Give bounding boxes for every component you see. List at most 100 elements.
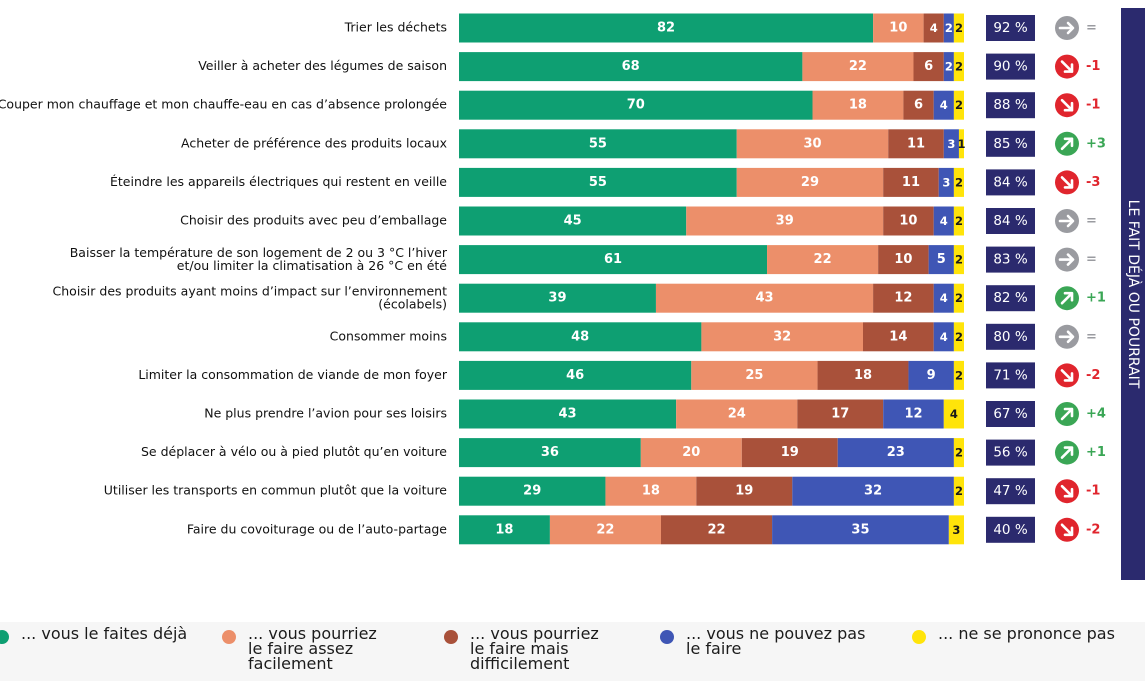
data-label: 11 [907, 136, 925, 151]
data-label: 46 [566, 368, 584, 383]
bar-segment [802, 52, 914, 82]
bar-segment [605, 476, 697, 506]
trend-label: +1 [1086, 445, 1106, 460]
legend-label: ... ne se prononce pas [938, 626, 1138, 642]
legend-label-line: ... vous pourriez [470, 624, 599, 643]
total-box [986, 323, 1035, 350]
trend-arrow-icon [1060, 369, 1074, 382]
trend-label: = [1086, 214, 1097, 229]
bar-segment [661, 515, 773, 545]
trend-label: +4 [1086, 407, 1106, 422]
total-box [986, 246, 1035, 273]
bar-segment [772, 515, 949, 545]
legend-dot-icon [660, 630, 674, 644]
data-label: 3 [952, 523, 960, 537]
data-label: 14 [889, 329, 907, 344]
total-value: 47 % [993, 483, 1027, 499]
bar-segment [459, 167, 737, 197]
bar-segment [812, 90, 904, 120]
total-box [986, 53, 1035, 80]
data-label: 20 [682, 445, 700, 460]
data-label: 32 [864, 484, 882, 499]
trend-label: = [1086, 21, 1097, 36]
bar-segment [928, 245, 954, 275]
data-label: 10 [899, 214, 917, 229]
bar-segment [459, 438, 641, 468]
trend-label: = [1086, 329, 1097, 344]
data-label: 61 [604, 252, 622, 267]
total-box [986, 478, 1035, 505]
bar-segment [817, 360, 909, 390]
data-label: 39 [548, 291, 566, 306]
bar-segment [953, 438, 964, 468]
bar-segment [903, 90, 934, 120]
bar-segment [878, 245, 929, 275]
data-label: 2 [955, 330, 963, 344]
bar-segment [655, 283, 874, 313]
legend-label-line: facilement [248, 654, 333, 673]
data-label: 22 [814, 252, 832, 267]
total-value: 71 % [993, 367, 1027, 383]
bar-segment [953, 90, 964, 120]
total-box [986, 516, 1035, 543]
data-label: 3 [942, 175, 950, 189]
legend-label-line: le faire mais [470, 639, 569, 658]
trend-arrow-icon [1058, 330, 1075, 344]
bar-segment [459, 52, 803, 82]
bar-segment [943, 399, 964, 429]
legend-item: ... vous pourriez le faire assez facilemen… [222, 626, 378, 673]
data-label: 2 [955, 175, 963, 189]
bar-segment [459, 245, 768, 275]
data-label: 35 [851, 522, 869, 537]
legend-label-line: ... vous ne pouvez pas [686, 624, 866, 643]
total-value: 80 % [993, 329, 1027, 345]
data-label: 3 [947, 137, 955, 151]
bar-segment [459, 206, 687, 236]
total-box [986, 130, 1035, 157]
data-label: 25 [745, 368, 763, 383]
trend-arrow-icon [1060, 98, 1074, 112]
category-label: et/ou limiter la climatisation à 26 °C e… [177, 258, 448, 273]
data-label: 18 [642, 484, 660, 499]
category-label: Faire du covoiturage ou de l’auto-partag… [187, 521, 447, 536]
total-value: 83 % [993, 252, 1027, 268]
total-value: 84 % [993, 174, 1027, 190]
data-label: 2 [945, 60, 953, 74]
bar-segment [792, 476, 954, 506]
bar-segment [883, 206, 934, 236]
trend-arrow-icon [1060, 484, 1074, 498]
data-label: 4 [940, 330, 948, 344]
trend-arrow-icon [1060, 60, 1074, 73]
legend-label: ... vous le faites déjà [21, 626, 211, 642]
trend-arrow-icon [1058, 214, 1075, 228]
data-label: 6 [924, 59, 933, 74]
bar-segment [767, 245, 879, 275]
bar-segment [549, 515, 661, 545]
data-label: 9 [927, 368, 936, 383]
trend-label: = [1086, 252, 1097, 267]
data-label: 43 [559, 407, 577, 422]
legend-dot-icon [444, 630, 458, 644]
data-label: 48 [571, 329, 589, 344]
trend-label: -1 [1086, 98, 1100, 113]
data-label: 4 [940, 98, 948, 112]
trend-arrow-icon [1060, 291, 1074, 305]
bar-segment [686, 206, 884, 236]
legend-label-line: le faire assez [248, 639, 354, 658]
trend-arrow-icon [1060, 446, 1074, 459]
data-label: 32 [773, 329, 791, 344]
category-label: Se déplacer à vélo ou à pied plutôt qu’e… [141, 444, 447, 459]
legend-label-line: le faire [686, 639, 742, 658]
total-box [986, 208, 1035, 234]
side-label: LE FAIT DÉJÀ OU POURRAIT [1125, 200, 1142, 389]
bar-segment [459, 476, 606, 506]
data-label: 19 [781, 445, 799, 460]
data-label: 19 [735, 484, 753, 499]
data-label: 43 [755, 291, 773, 306]
data-label: 11 [902, 175, 920, 190]
bar-segment [943, 13, 954, 43]
bar-segment [953, 476, 964, 506]
category-label: Veiller à acheter des légumes de saison [198, 58, 447, 73]
category-label: Limiter la consommation de viande de mon… [138, 367, 448, 382]
data-label: 6 [914, 98, 923, 113]
